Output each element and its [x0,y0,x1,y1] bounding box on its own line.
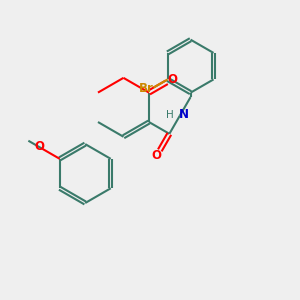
Text: H: H [166,110,173,120]
Text: O: O [167,73,177,85]
Text: N: N [179,108,189,122]
Text: Br: Br [139,82,153,95]
Text: O: O [152,149,162,163]
Text: O: O [35,140,45,153]
